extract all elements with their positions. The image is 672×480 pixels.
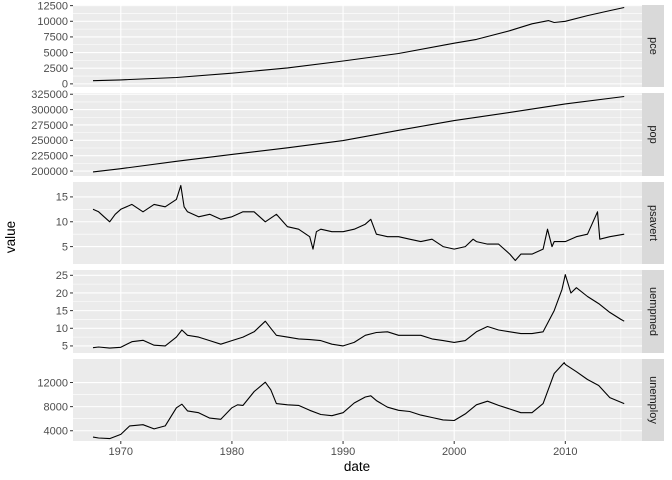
panel-background [73, 5, 642, 87]
facet-strip-label: pop [647, 125, 659, 143]
y-tick-label: 20 [56, 288, 68, 300]
series-line-pop [92, 95, 625, 173]
x-axis: 1970 1980 1990 2000 2010 [109, 441, 578, 458]
panel-background [73, 270, 642, 353]
y-tick-label: 5 [62, 241, 68, 253]
x-tick-label: 2000 [442, 446, 466, 458]
series-line-pce [92, 6, 625, 82]
x-tick-label: 1990 [331, 446, 355, 458]
panel-pop: 200000 225000 250000 275000 300000 325000 pop [31, 89, 664, 178]
x-axis-title: date [344, 459, 370, 474]
y-tick-label: 325000 [31, 89, 68, 101]
x-tick-label: 2010 [553, 446, 577, 458]
x-tick-label: 1970 [109, 446, 133, 458]
panel-unemploy: 4000 8000 12000 unemploy [37, 359, 664, 441]
x-tick-label: 1980 [220, 446, 244, 458]
y-tick-label: 5000 [44, 47, 68, 59]
y-tick-label: 15 [56, 192, 68, 204]
series-line-uempmed [92, 274, 625, 349]
facet-strip [642, 5, 664, 87]
y-tick-label: 5 [62, 341, 68, 353]
y-tick-label: 12000 [37, 377, 68, 389]
series-line-psavert [92, 184, 625, 262]
series-line-unemploy [92, 362, 625, 440]
y-tick-label: 4000 [44, 426, 68, 438]
y-tick-label: 0 [62, 79, 68, 91]
y-tick-label: 225000 [31, 151, 68, 163]
y-tick-label: 2500 [44, 63, 68, 75]
y-axis-title: value [3, 221, 18, 253]
y-tick-label: 7500 [44, 32, 68, 44]
y-tick-label: 15 [56, 305, 68, 317]
y-tick-label: 10 [56, 323, 68, 335]
facet-strip-label: uempmed [647, 287, 659, 336]
y-tick-label: 200000 [31, 166, 68, 178]
y-tick-label: 250000 [31, 135, 68, 147]
facet-strip-label: psavert [647, 205, 659, 241]
y-tick-label: 275000 [31, 120, 68, 132]
facet-strip [642, 270, 664, 353]
panel-background [73, 182, 642, 264]
facet-strip-label: pce [647, 37, 659, 55]
y-tick-label: 12500 [37, 0, 68, 12]
y-tick-label: 300000 [31, 104, 68, 116]
y-tick-label: 10 [56, 217, 68, 229]
facet-strip [642, 359, 664, 441]
facet-strip [642, 182, 664, 264]
panel-pce: 0 2500 5000 7500 10000 12500 pce [37, 0, 664, 91]
panel-background [73, 359, 642, 441]
panel-uempmed: 5 10 15 20 25 uempmed [56, 270, 664, 353]
y-tick-label: 25 [56, 270, 68, 282]
panels-group: 0 2500 5000 7500 10000 12500 pce 200000 225000 25… [31, 0, 664, 441]
panel-psavert: 5 10 15 psavert [56, 182, 664, 264]
y-tick-label: 10000 [37, 16, 68, 28]
facet-strip [642, 93, 664, 176]
facet-strip-label: unemploy [647, 376, 659, 424]
y-tick-label: 8000 [44, 401, 68, 413]
